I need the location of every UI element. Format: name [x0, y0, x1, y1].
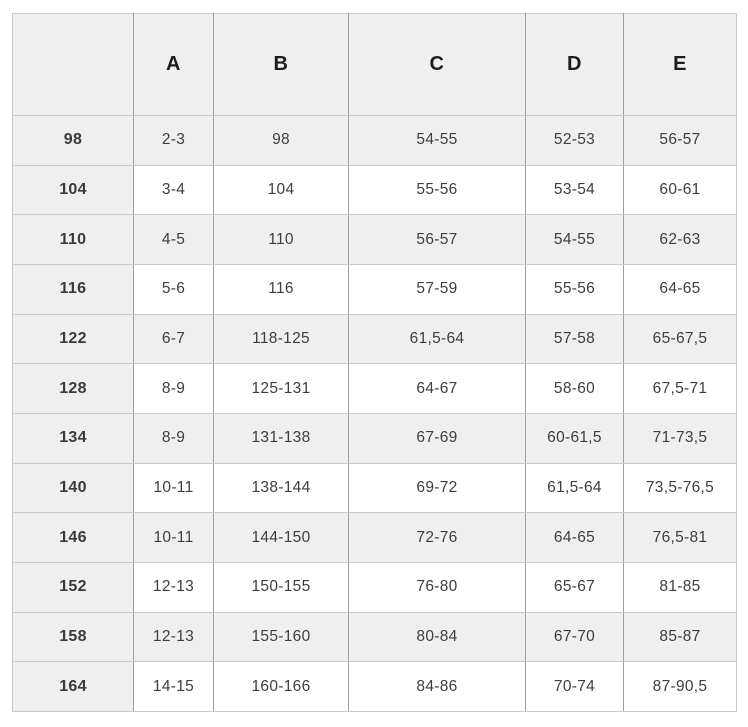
- size-chart-table: A B C D E 98 2-3 98 54-55 52-53 56-57 10…: [12, 13, 737, 712]
- value-cell: 53-54: [525, 164, 624, 216]
- value-cell: 125-131: [213, 363, 349, 414]
- value-cell: 84-86: [348, 661, 526, 712]
- value-cell: 60-61: [623, 164, 737, 216]
- value-cell: 54-55: [525, 214, 624, 265]
- value-cell: 54-55: [348, 115, 526, 166]
- table-row: 116 5-6 116 57-59 55-56 64-65: [12, 263, 737, 315]
- row-label-cell: 146: [12, 512, 134, 563]
- value-cell: 110: [213, 214, 349, 265]
- value-cell: 80-84: [348, 611, 526, 663]
- value-cell: 67-70: [525, 611, 624, 663]
- header-cell-e: E: [623, 13, 737, 116]
- value-cell: 138-144: [213, 462, 349, 514]
- header-cell-b: B: [213, 13, 349, 116]
- value-cell: 2-3: [133, 115, 214, 166]
- value-cell: 8-9: [133, 412, 214, 464]
- row-label-cell: 98: [12, 115, 134, 166]
- value-cell: 104: [213, 164, 349, 216]
- value-cell: 3-4: [133, 164, 214, 216]
- value-cell: 72-76: [348, 512, 526, 563]
- value-cell: 144-150: [213, 512, 349, 563]
- value-cell: 87-90,5: [623, 661, 737, 712]
- value-cell: 98: [213, 115, 349, 166]
- value-cell: 4-5: [133, 214, 214, 265]
- value-cell: 131-138: [213, 412, 349, 464]
- value-cell: 52-53: [525, 115, 624, 166]
- table-row: 110 4-5 110 56-57 54-55 62-63: [12, 214, 737, 265]
- row-label-cell: 164: [12, 661, 134, 712]
- value-cell: 55-56: [525, 263, 624, 315]
- value-cell: 58-60: [525, 363, 624, 414]
- value-cell: 67-69: [348, 412, 526, 464]
- value-cell: 14-15: [133, 661, 214, 712]
- row-label-cell: 110: [12, 214, 134, 265]
- value-cell: 118-125: [213, 313, 349, 365]
- value-cell: 67,5-71: [623, 363, 737, 414]
- value-cell: 73,5-76,5: [623, 462, 737, 514]
- value-cell: 56-57: [623, 115, 737, 166]
- row-label-cell: 158: [12, 611, 134, 663]
- value-cell: 71-73,5: [623, 412, 737, 464]
- value-cell: 81-85: [623, 561, 737, 613]
- value-cell: 6-7: [133, 313, 214, 365]
- table-row: 104 3-4 104 55-56 53-54 60-61: [12, 164, 737, 216]
- value-cell: 57-59: [348, 263, 526, 315]
- row-label-cell: 128: [12, 363, 134, 414]
- value-cell: 64-65: [525, 512, 624, 563]
- value-cell: 85-87: [623, 611, 737, 663]
- row-label-cell: 122: [12, 313, 134, 365]
- table-row: 122 6-7 118-125 61,5-64 57-58 65-67,5: [12, 313, 737, 365]
- value-cell: 8-9: [133, 363, 214, 414]
- value-cell: 150-155: [213, 561, 349, 613]
- table-row: 152 12-13 150-155 76-80 65-67 81-85: [12, 561, 737, 613]
- value-cell: 64-67: [348, 363, 526, 414]
- value-cell: 12-13: [133, 611, 214, 663]
- value-cell: 55-56: [348, 164, 526, 216]
- value-cell: 61,5-64: [525, 462, 624, 514]
- table-row: 158 12-13 155-160 80-84 67-70 85-87: [12, 611, 737, 663]
- value-cell: 76,5-81: [623, 512, 737, 563]
- value-cell: 12-13: [133, 561, 214, 613]
- value-cell: 76-80: [348, 561, 526, 613]
- row-label-cell: 104: [12, 164, 134, 216]
- header-cell-empty: [12, 13, 134, 116]
- table-row: 134 8-9 131-138 67-69 60-61,5 71-73,5: [12, 412, 737, 464]
- row-label-cell: 116: [12, 263, 134, 315]
- table-row: 140 10-11 138-144 69-72 61,5-64 73,5-76,…: [12, 462, 737, 514]
- value-cell: 70-74: [525, 661, 624, 712]
- value-cell: 116: [213, 263, 349, 315]
- value-cell: 10-11: [133, 512, 214, 563]
- table-body: 98 2-3 98 54-55 52-53 56-57 104 3-4 104 …: [12, 115, 737, 712]
- value-cell: 62-63: [623, 214, 737, 265]
- value-cell: 10-11: [133, 462, 214, 514]
- header-cell-d: D: [525, 13, 624, 116]
- header-cell-c: C: [348, 13, 526, 116]
- row-label-cell: 152: [12, 561, 134, 613]
- value-cell: 64-65: [623, 263, 737, 315]
- value-cell: 155-160: [213, 611, 349, 663]
- value-cell: 60-61,5: [525, 412, 624, 464]
- table-header: A B C D E: [12, 13, 737, 116]
- value-cell: 56-57: [348, 214, 526, 265]
- row-label-cell: 134: [12, 412, 134, 464]
- table-row: 98 2-3 98 54-55 52-53 56-57: [12, 115, 737, 166]
- value-cell: 57-58: [525, 313, 624, 365]
- table-row: 164 14-15 160-166 84-86 70-74 87-90,5: [12, 661, 737, 712]
- value-cell: 69-72: [348, 462, 526, 514]
- value-cell: 65-67: [525, 561, 624, 613]
- value-cell: 61,5-64: [348, 313, 526, 365]
- value-cell: 160-166: [213, 661, 349, 712]
- header-cell-a: A: [133, 13, 214, 116]
- table-row: 146 10-11 144-150 72-76 64-65 76,5-81: [12, 512, 737, 563]
- value-cell: 5-6: [133, 263, 214, 315]
- header-row: A B C D E: [12, 13, 737, 116]
- value-cell: 65-67,5: [623, 313, 737, 365]
- row-label-cell: 140: [12, 462, 134, 514]
- table-row: 128 8-9 125-131 64-67 58-60 67,5-71: [12, 363, 737, 414]
